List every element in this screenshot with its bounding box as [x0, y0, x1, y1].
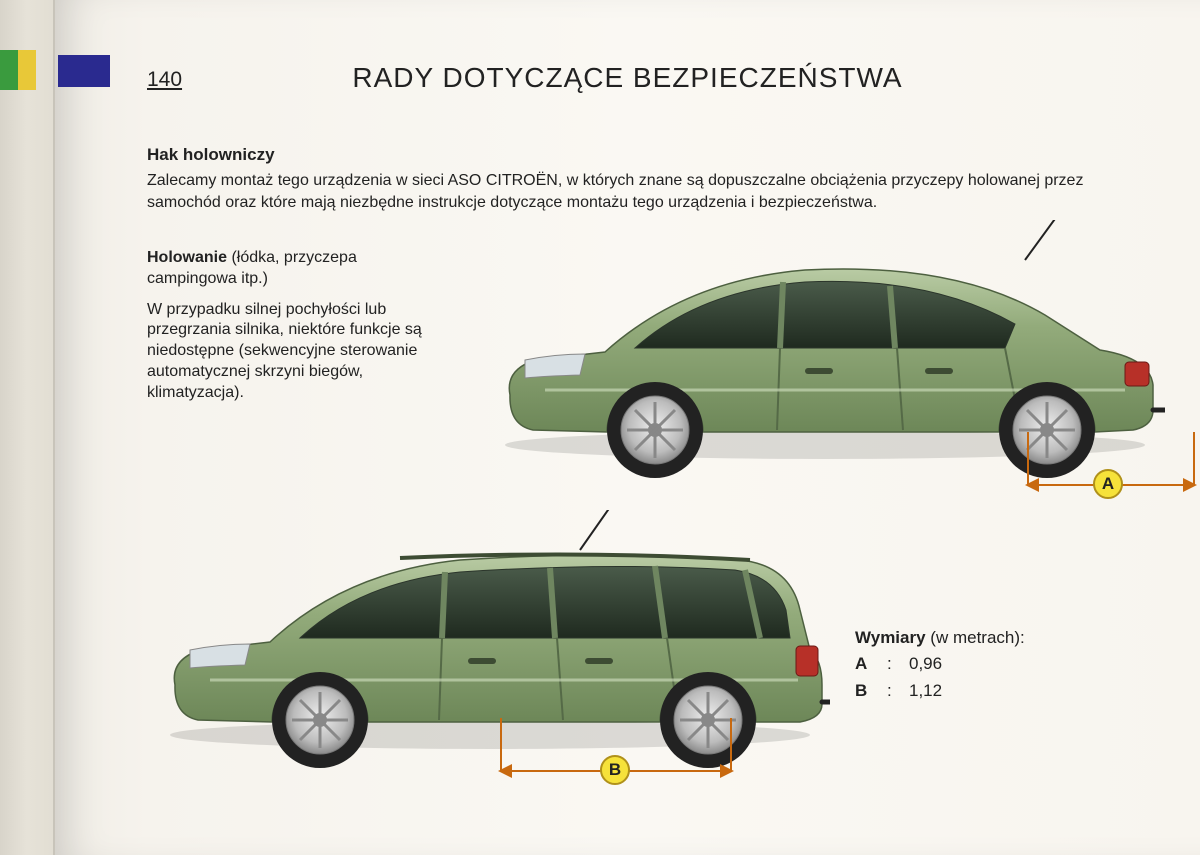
- dimension-a-badge: A: [1093, 469, 1123, 499]
- spine-tab-green: [0, 50, 18, 90]
- dimensions-block: Wymiary (w metrach): A : 0,96 B : 1,12: [855, 625, 1025, 704]
- dimension-key-b: B: [855, 678, 877, 704]
- dimension-row-a: A : 0,96: [855, 651, 1025, 677]
- spine-tab-yellow: [18, 50, 36, 90]
- car-illustration-sedan: [485, 220, 1165, 485]
- car-illustration-wagon: [150, 510, 830, 775]
- dimension-val-a: 0,96: [909, 651, 942, 677]
- dimensions-title: Wymiary: [855, 628, 926, 647]
- towing-lead: Holowanie: [147, 249, 227, 266]
- dimensions-title-note: (w metrach):: [926, 628, 1025, 647]
- towing-paragraph: Holowanie (łódka, przyczepa campingowa i…: [147, 248, 447, 404]
- dimension-row-b: B : 1,12: [855, 678, 1025, 704]
- manual-page: 140 RADY DOTYCZĄCE BEZPIECZEŃSTWA Hak ho…: [55, 0, 1200, 855]
- towing-body: W przypadku silnej pochyłości lub przegr…: [147, 300, 447, 404]
- page-title: RADY DOTYCZĄCE BEZPIECZEŃSTWA: [55, 62, 1200, 94]
- intro-text: Zalecamy montaż tego urządzenia w sieci …: [147, 170, 1147, 213]
- section-heading: Hak holowniczy: [147, 145, 275, 165]
- dimension-colon: :: [887, 678, 899, 704]
- dimension-colon: :: [887, 651, 899, 677]
- dimension-val-b: 1,12: [909, 678, 942, 704]
- dimension-b-badge: B: [600, 755, 630, 785]
- book-spine: [0, 0, 55, 855]
- dimension-key-a: A: [855, 651, 877, 677]
